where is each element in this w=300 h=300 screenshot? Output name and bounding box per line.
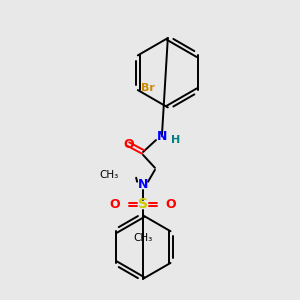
Text: N: N [157,130,167,142]
Text: CH₃: CH₃ [134,233,153,243]
Text: CH₃: CH₃ [99,170,118,180]
Text: N: N [138,178,148,191]
Text: O: O [110,198,120,211]
Text: Br: Br [141,83,155,93]
Text: S: S [138,197,148,212]
Text: O: O [123,138,134,151]
Text: H: H [171,135,180,145]
Text: O: O [166,198,176,211]
